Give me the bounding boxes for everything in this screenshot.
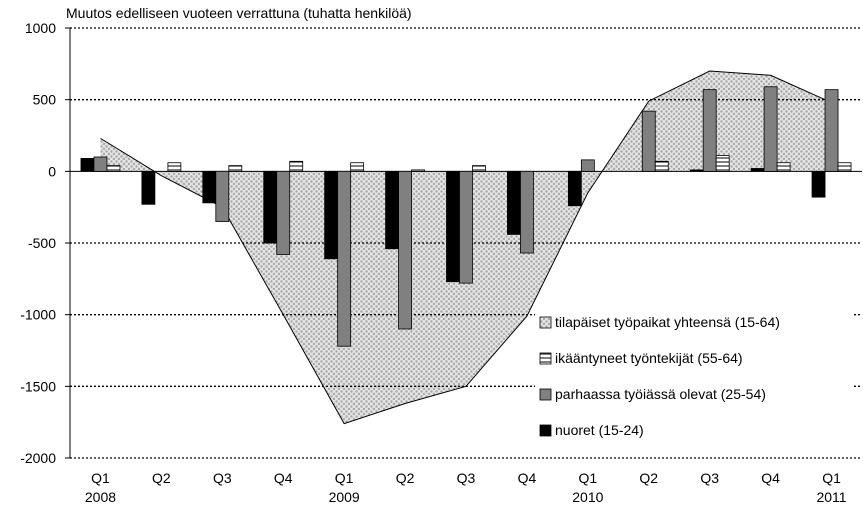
legend-swatch [539,424,552,437]
bar [228,165,243,172]
bar [167,162,182,172]
legend-label: ikääntyneet työntekijät (55-64) [555,350,743,366]
bar [507,170,521,235]
x-tick-label: Q1 [335,470,354,486]
bar [93,156,108,172]
y-tick-label: 1000 [25,20,56,36]
legend-swatch [539,388,552,401]
bar [715,155,730,172]
x-tick-label: Q3 [457,470,476,486]
legend-label: nuoret (15-24) [555,422,644,438]
bar [580,159,595,172]
bar [750,168,765,172]
y-tick-label: -2000 [20,450,56,466]
y-tick-label: -1500 [20,378,56,394]
y-tick-label: 0 [48,163,56,179]
bar [411,169,425,172]
x-tick-label: Q4 [761,470,780,486]
x-tick-label: Q3 [700,470,719,486]
bar [80,158,95,172]
y-tick-label: 500 [33,92,57,108]
bar [763,86,778,172]
legend-box [535,305,853,445]
legend-label: parhaassa työiässä olevat (25-54) [555,386,766,402]
bar [276,170,291,255]
x-year-label: 2008 [85,489,116,505]
bar [702,89,717,172]
bar [446,170,460,283]
x-tick-label: Q1 [822,470,841,486]
bar [824,89,839,172]
bar [689,169,704,172]
x-tick-label: Q1 [91,470,110,486]
bar [654,160,669,172]
chart-title: Muutos edelliseen vuoteen verrattuna (tu… [66,5,412,21]
bar [106,165,121,172]
bar [337,170,352,347]
x-year-label: 2010 [572,489,603,505]
bar [459,170,473,284]
bar [385,170,399,250]
bar [324,170,339,260]
bar [641,110,656,172]
bar [837,162,852,172]
x-tick-label: Q3 [213,470,232,486]
bar [350,162,365,172]
x-tick-label: Q1 [579,470,598,486]
legend-swatch [539,316,552,329]
bar [567,170,582,207]
bar [472,165,486,172]
x-tick-label: Q2 [639,470,658,486]
x-tick-label: Q2 [396,470,415,486]
bar [215,170,230,222]
bar [202,170,217,204]
bar [263,170,278,244]
bar [141,170,156,205]
x-tick-label: Q4 [274,470,293,486]
x-year-label: 2009 [329,489,360,505]
bar [398,170,412,330]
bar [811,170,826,198]
legend-label: tilapäiset työpaikat yhteensä (15-64) [555,314,780,330]
x-year-label: 2011 [816,489,846,505]
bar [776,162,791,172]
y-tick-label: -500 [28,235,56,251]
bar [520,170,534,254]
legend-swatch [539,352,552,365]
x-tick-label: Q4 [518,470,537,486]
bar [289,160,304,172]
y-tick-label: -1000 [20,307,56,323]
x-tick-label: Q2 [152,470,171,486]
